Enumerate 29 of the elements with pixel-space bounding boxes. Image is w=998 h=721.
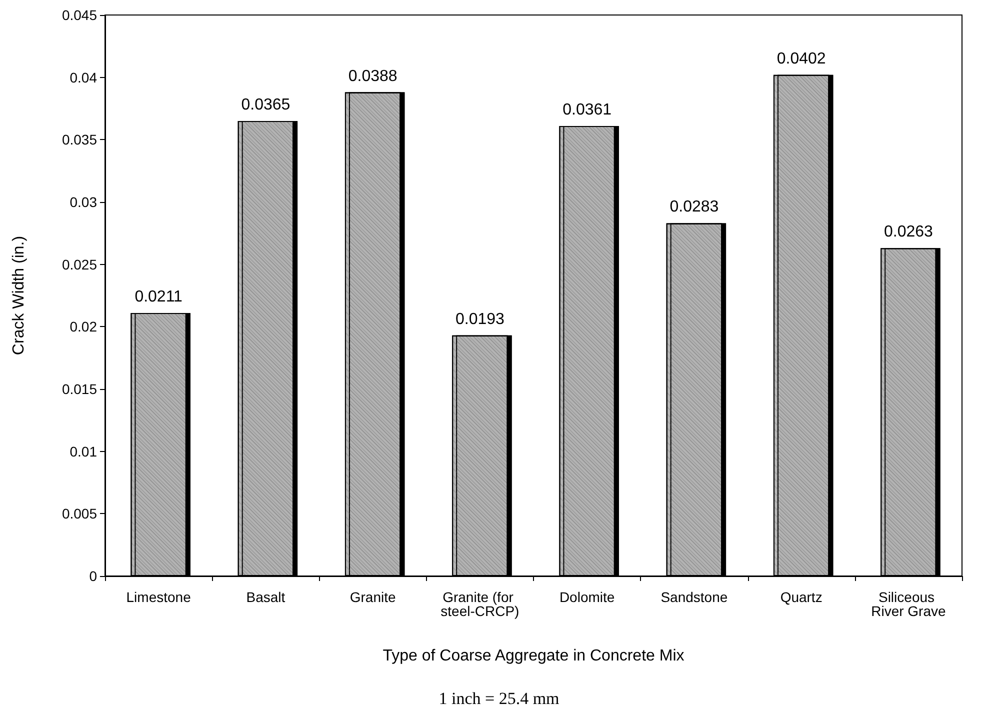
y-tick-label: 0.005 bbox=[62, 506, 98, 522]
x-tick-label: Basalt bbox=[246, 589, 286, 605]
data-label: 0.0193 bbox=[455, 310, 505, 328]
y-tick-label: 0.01 bbox=[70, 443, 98, 460]
data-label: 0.0263 bbox=[884, 224, 934, 241]
x-tick-label: Quartz bbox=[780, 589, 822, 605]
y-tick-label: 0.02 bbox=[70, 318, 98, 335]
data-label: 0.0388 bbox=[348, 68, 398, 85]
text: 1 inch = 25.4 mm bbox=[438, 689, 560, 708]
y-tick-label: 0.035 bbox=[62, 132, 98, 148]
y-axis-title: Crack Width (in.) bbox=[10, 236, 28, 356]
data-label: 0.0361 bbox=[562, 101, 612, 118]
data-label: 0.0211 bbox=[134, 288, 183, 306]
x-tick-label: Sandstone bbox=[660, 589, 728, 605]
y-tick-label: 0.025 bbox=[62, 256, 98, 272]
data-label: 0.0402 bbox=[776, 50, 826, 68]
y-tick-label: 0.015 bbox=[62, 381, 98, 397]
x-tick-label: Granite bbox=[350, 589, 396, 605]
x-axis-title: Type of Coarse Aggregate in Concrete Mix bbox=[382, 648, 684, 664]
y-tick-label: 0.03 bbox=[70, 194, 98, 210]
data-label: 0.0365 bbox=[241, 96, 290, 114]
y-tick-label: 0 bbox=[89, 568, 98, 584]
y-tick-label: 0.045 bbox=[62, 7, 98, 23]
x-tick-label: Limestone bbox=[126, 589, 192, 605]
x-tick-label: Dolomite bbox=[559, 589, 615, 605]
x-tick-label: Siliceous River Grave bbox=[871, 589, 946, 619]
data-label: 0.0283 bbox=[670, 198, 719, 216]
x-tick-label: Granite (for steel-CRCP) bbox=[440, 589, 520, 619]
y-tick-label: 0.04 bbox=[70, 69, 98, 86]
